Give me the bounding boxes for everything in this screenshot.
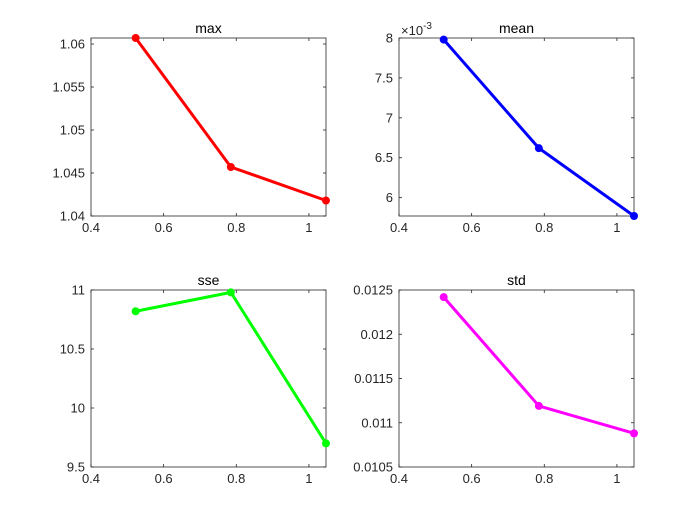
y-tick-label: 10 <box>71 401 85 416</box>
y-exponent-label: ×10-3 <box>401 21 432 38</box>
y-tick-label: 9.5 <box>67 460 85 475</box>
subplot-mean: 0.4 0.6 0.8 1 6 6.5 7 7.5 8 ×10-3 mean <box>375 20 638 235</box>
data-point <box>226 288 235 297</box>
x-tick-label: 0.4 <box>390 220 408 235</box>
y-tick-label: 1.055 <box>52 80 85 95</box>
x-tick-label: 0.6 <box>155 220 173 235</box>
x-tick-label: 0.8 <box>535 471 553 486</box>
x-tick-label: 0.6 <box>155 471 173 486</box>
x-tick-label: 0.4 <box>82 220 100 235</box>
y-tick-label: 0.0125 <box>353 283 393 298</box>
plot-title: mean <box>499 20 534 36</box>
x-tick-label: 1 <box>613 220 620 235</box>
data-point <box>322 439 330 448</box>
y-tick-label: 6.5 <box>375 150 393 165</box>
y-tick-label: 0.0105 <box>353 460 393 475</box>
y-tick-label: 0.0115 <box>354 371 393 386</box>
x-tick-label: 0.6 <box>463 220 481 235</box>
x-tick-label: 0.4 <box>82 471 100 486</box>
data-point <box>131 307 140 316</box>
x-tick-label: 0.8 <box>227 471 245 486</box>
x-tick-label: 1 <box>305 471 312 486</box>
y-tick-label: 11 <box>72 283 86 298</box>
plot-title: sse <box>198 272 220 288</box>
y-tick-label: 10.5 <box>60 342 85 357</box>
subplot-max: 0.4 0.6 0.8 1 1.04 1.045 1.05 1.055 1.06 max <box>52 20 330 235</box>
y-tick-label: 8 <box>386 31 393 46</box>
y-tick-label: 1.05 <box>60 123 85 138</box>
x-tick-label: 0.8 <box>227 220 245 235</box>
y-exponent-base: ×10 <box>401 23 423 38</box>
plot-title: max <box>195 20 221 36</box>
y-tick-label: 6 <box>386 190 393 205</box>
y-tick-label: 0.012 <box>360 327 393 342</box>
x-tick-label: 1 <box>613 471 620 486</box>
data-point <box>534 401 543 410</box>
plot-title: std <box>507 272 526 288</box>
y-tick-label: 1.045 <box>52 166 85 181</box>
y-exponent-power: -3 <box>423 21 432 32</box>
y-tick-label: 1.04 <box>60 209 85 224</box>
x-tick-label: 0.8 <box>535 220 553 235</box>
subplot-std: 0.4 0.6 0.8 1 0.0105 0.011 0.0115 0.012 0.0125 st… <box>353 272 638 486</box>
data-point <box>439 293 448 302</box>
y-tick-label: 7.5 <box>375 70 393 85</box>
data-point <box>630 429 638 438</box>
data-point <box>322 196 330 205</box>
data-point <box>131 34 140 42</box>
subplot-sse: 0.4 0.6 0.8 1 9.5 10 10.5 11 sse <box>60 272 330 486</box>
x-tick-label: 0.6 <box>463 471 481 486</box>
data-point <box>226 162 235 171</box>
y-tick-label: 1.06 <box>60 37 85 52</box>
x-tick-label: 1 <box>305 220 312 235</box>
y-tick-label: 7 <box>386 110 393 125</box>
data-point <box>534 144 543 153</box>
y-tick-label: 0.011 <box>361 415 393 430</box>
x-tick-label: 0.4 <box>390 471 408 486</box>
axes-frame <box>90 289 327 468</box>
data-point <box>439 35 448 44</box>
data-point <box>630 212 638 220</box>
